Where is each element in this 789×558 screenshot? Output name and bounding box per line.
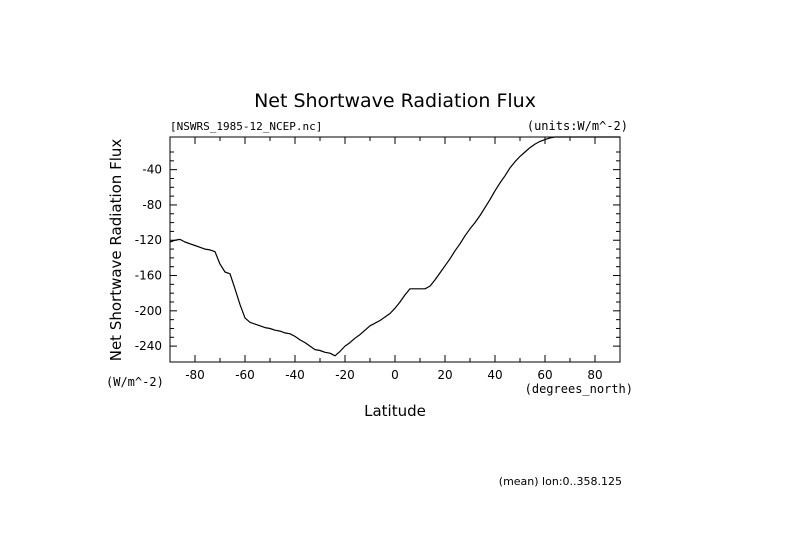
y-tick-label: -160 (135, 269, 162, 283)
units-label: (units:W/m^-2) (527, 119, 628, 133)
chart-title: Net Shortwave Radiation Flux (254, 90, 536, 112)
x-axis-label: Latitude (364, 402, 426, 420)
y-tick-label: -80 (142, 198, 162, 212)
series-group (169, 136, 620, 357)
series-line (169, 136, 620, 357)
x-tick-label: 60 (537, 368, 552, 382)
y-tick-label: -120 (135, 233, 162, 247)
x-tick-label: 0 (391, 368, 399, 382)
x-tick-label: 20 (437, 368, 452, 382)
source-label: [NSWRS_1985-12_NCEP.nc] (170, 120, 322, 133)
x-tick-label: 80 (587, 368, 602, 382)
y-axis-ticks: -240 -200 -160 -120 -80 -40 (135, 151, 620, 353)
y-axis-label: Net Shortwave Radiation Flux (107, 139, 125, 362)
y-tick-label: -40 (142, 163, 162, 177)
plot-frame (169, 136, 621, 363)
y-tick-label: -200 (135, 304, 162, 318)
x-tick-label: -60 (235, 368, 255, 382)
y-axis-units: (W/m^-2) (106, 375, 164, 389)
x-axis-units: (degrees_north) (525, 382, 633, 396)
x-tick-label: -40 (285, 368, 305, 382)
x-tick-label: -20 (335, 368, 355, 382)
x-tick-label: -80 (185, 368, 205, 382)
footnote: (mean) lon:0..358.125 (499, 475, 622, 488)
y-tick-label: -240 (135, 339, 162, 353)
x-axis-ticks: -80 -60 -40 -20 0 20 40 60 80 (169, 137, 621, 382)
x-tick-label: 40 (487, 368, 502, 382)
